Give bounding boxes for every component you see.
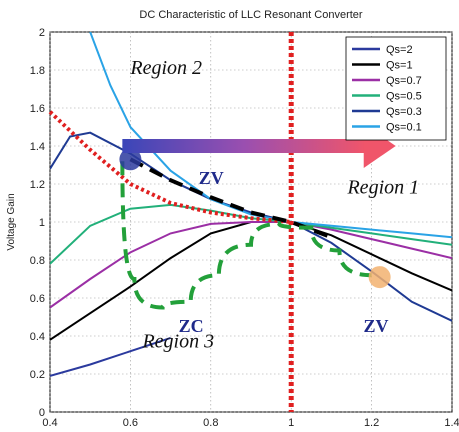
region-label: Region 2 bbox=[129, 57, 202, 79]
region-label: Region 3 bbox=[141, 330, 214, 352]
zone-label: ZC bbox=[179, 316, 204, 336]
direction-arrow-shaft bbox=[122, 139, 366, 153]
series-line-qs-2 bbox=[50, 336, 171, 377]
x-tick-label: 1 bbox=[288, 417, 294, 429]
y-tick-label: 1.8 bbox=[30, 65, 45, 77]
y-tick-label: 0.4 bbox=[30, 331, 45, 343]
y-tick-label: 1.4 bbox=[30, 141, 45, 153]
zone-label: ZV bbox=[199, 168, 224, 188]
y-axis-label: Voltage Gain bbox=[6, 193, 17, 250]
y-tick-label: 0.2 bbox=[30, 369, 45, 381]
x-tick-label: 0.8 bbox=[203, 417, 218, 429]
x-tick-label: 1.4 bbox=[444, 417, 459, 429]
zvs-boundary-line bbox=[129, 157, 333, 240]
series-line-qs-0-7 bbox=[50, 221, 452, 309]
y-tick-label: 1.6 bbox=[30, 103, 45, 115]
y-tick-label: 2 bbox=[39, 27, 45, 39]
y-tick-label: 1.2 bbox=[30, 179, 45, 191]
y-tick-label: 0.8 bbox=[30, 255, 45, 267]
operating-point-marker bbox=[368, 266, 391, 289]
legend-box bbox=[345, 36, 447, 141]
region-boundary-curve bbox=[48, 110, 292, 224]
legend-label: Qs=2 bbox=[386, 44, 413, 56]
x-tick-label: 0.4 bbox=[42, 417, 57, 429]
zcs-boundary-curve bbox=[120, 161, 372, 310]
y-tick-label: 0.6 bbox=[30, 293, 45, 305]
y-tick-label: 0 bbox=[39, 407, 45, 419]
x-tick-label: 1.2 bbox=[364, 417, 379, 429]
legend-label: Qs=0.7 bbox=[386, 75, 422, 87]
zone-label: ZV bbox=[364, 316, 389, 336]
legend-label: Qs=0.1 bbox=[386, 122, 422, 134]
legend-label: Qs=1 bbox=[386, 60, 413, 72]
region-label: Region 1 bbox=[346, 177, 419, 199]
x-tick-label: 0.6 bbox=[123, 417, 138, 429]
chart-title: DC Characteristic of LLC Resonant Conver… bbox=[139, 9, 362, 21]
legend-label: Qs=0.5 bbox=[386, 91, 422, 103]
legend-label: Qs=0.3 bbox=[386, 106, 422, 118]
operating-point-marker bbox=[119, 148, 142, 171]
y-tick-label: 1 bbox=[39, 217, 45, 229]
